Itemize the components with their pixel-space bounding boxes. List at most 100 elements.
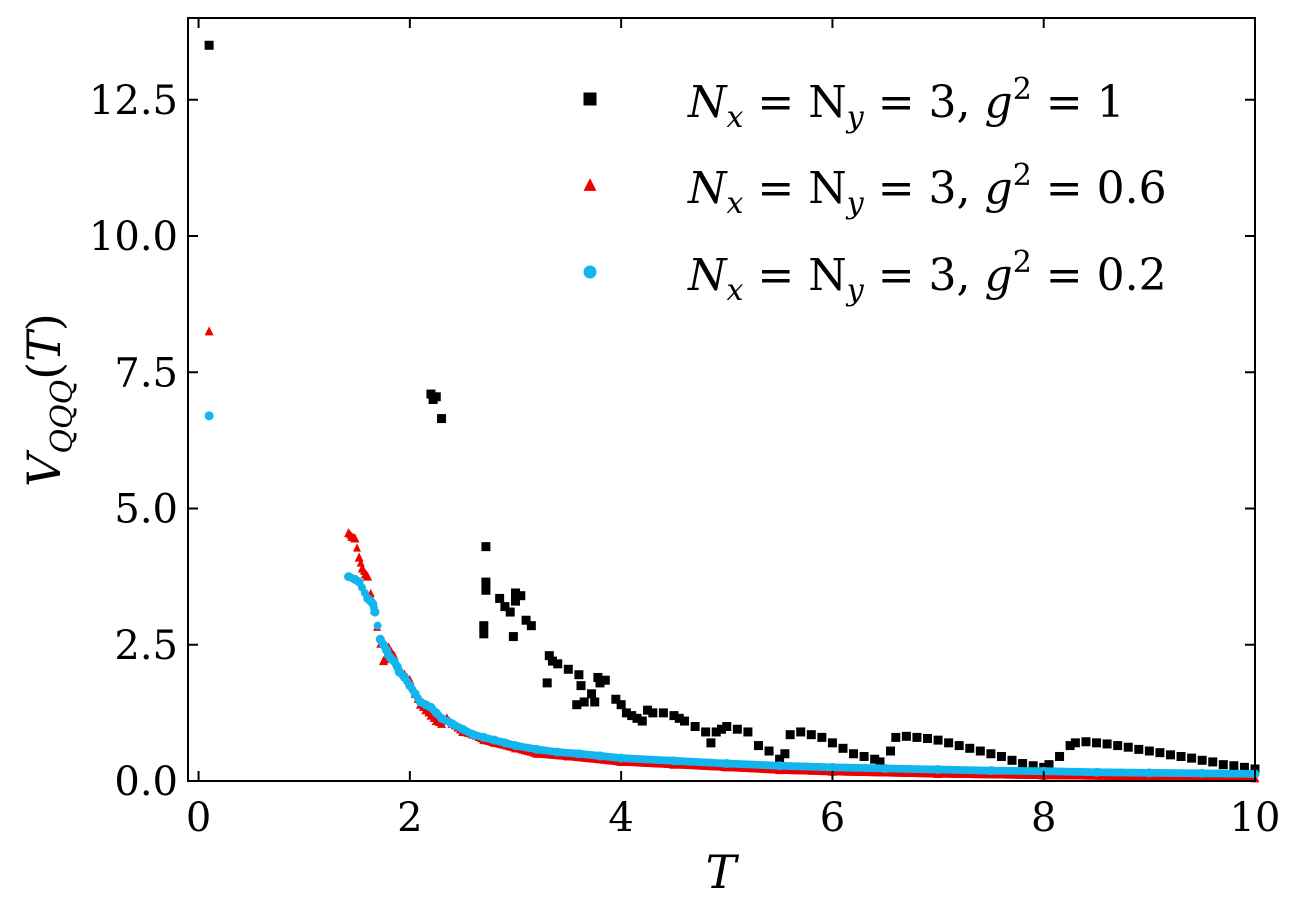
x-axis-title: T <box>706 845 740 899</box>
data-point <box>437 414 447 424</box>
data-point <box>204 411 214 421</box>
data-point <box>1065 741 1075 751</box>
data-point <box>510 596 520 606</box>
data-point <box>878 764 887 773</box>
data-point <box>1092 738 1102 748</box>
data-point <box>838 743 848 753</box>
legend-label: Nx = Ny = 3, g2 = 0.2 <box>687 245 1167 308</box>
data-point <box>542 678 552 688</box>
data-point <box>965 743 975 753</box>
data-point <box>553 659 563 669</box>
data-point <box>1070 738 1080 748</box>
data-point <box>408 685 417 694</box>
data-point <box>944 738 954 748</box>
data-point <box>1089 768 1098 777</box>
legend-marker <box>583 92 597 106</box>
series-layer <box>204 40 1260 783</box>
data-point <box>426 389 436 399</box>
data-point <box>901 731 911 741</box>
data-point <box>362 570 371 579</box>
legend-item-1: Nx = Ny = 3, g2 = 1 <box>583 72 1125 135</box>
y-tick-label: 10.0 <box>89 214 178 260</box>
x-tick-label: 2 <box>397 795 422 841</box>
data-point <box>481 577 491 587</box>
data-point <box>587 689 597 699</box>
data-point <box>1113 741 1123 751</box>
data-point <box>353 543 362 552</box>
data-point <box>397 670 406 679</box>
data-point <box>616 700 626 710</box>
y-axis-ticks: 0.0 2.5 5.0 7.5 10.0 12.5 <box>89 78 1255 805</box>
data-point <box>870 754 880 764</box>
data-point <box>1055 751 1065 761</box>
data-point <box>381 655 390 664</box>
data-point <box>495 593 505 603</box>
data-point <box>424 708 433 717</box>
data-point <box>986 749 996 759</box>
data-point <box>643 705 653 715</box>
x-tick-label: 6 <box>820 795 845 841</box>
data-point <box>369 603 378 612</box>
data-point <box>429 706 438 715</box>
data-point <box>875 757 885 767</box>
data-point <box>356 558 365 567</box>
data-point <box>505 607 515 617</box>
data-point <box>1176 751 1186 761</box>
data-point <box>572 700 582 710</box>
legend-label: Nx = Ny = 3, g2 = 1 <box>687 72 1125 135</box>
data-point <box>593 672 603 682</box>
data-point <box>1142 768 1151 777</box>
data-point <box>353 576 362 585</box>
data-point <box>1229 761 1239 771</box>
data-point <box>891 732 901 742</box>
data-point <box>403 677 412 686</box>
data-point <box>680 716 690 726</box>
legend-item-2: Nx = Ny = 3, g2 = 0.6 <box>583 158 1167 221</box>
data-point <box>753 741 763 751</box>
y-tick-label: 0.0 <box>114 759 178 805</box>
legend-item-3: Nx = Ny = 3, g2 = 0.2 <box>583 245 1167 308</box>
data-point <box>627 711 637 721</box>
data-point <box>1218 760 1228 770</box>
legend-marker <box>583 178 597 191</box>
data-point <box>547 656 557 666</box>
data-point <box>923 733 933 743</box>
data-point <box>825 763 834 772</box>
data-point <box>563 664 573 674</box>
data-point <box>354 552 364 562</box>
data-point <box>516 591 526 601</box>
y-tick-label: 7.5 <box>114 350 178 396</box>
data-point <box>349 533 358 542</box>
data-point <box>429 713 438 722</box>
plot-background <box>188 18 1255 781</box>
legend-marker <box>583 265 597 279</box>
data-point <box>621 708 631 718</box>
data-point <box>1081 737 1091 747</box>
data-point <box>1123 742 1133 752</box>
data-point <box>544 651 554 661</box>
data-point <box>479 629 489 639</box>
data-point <box>1208 757 1218 767</box>
data-point <box>529 744 538 753</box>
data-point <box>806 730 816 740</box>
data-point <box>571 749 580 758</box>
data-point <box>732 724 742 734</box>
data-point <box>648 708 658 718</box>
x-axis-ticks: 0 2 4 6 8 10 <box>186 18 1280 841</box>
data-point <box>204 326 214 336</box>
legend: Nx = Ny = 3, g2 = 1 Nx = Ny = 3, g2 = 0.6… <box>583 72 1167 308</box>
data-point <box>912 732 922 742</box>
data-point <box>595 678 605 688</box>
data-point <box>611 694 621 704</box>
data-point <box>1155 748 1165 758</box>
data-point <box>1044 760 1054 770</box>
data-point <box>1197 755 1207 765</box>
data-point <box>706 738 716 748</box>
data-point <box>722 722 732 731</box>
data-point <box>550 747 559 756</box>
series-3 <box>204 411 1260 779</box>
data-point <box>600 675 610 685</box>
y-axis-title-group: VQQQ(T) <box>17 313 80 487</box>
data-point <box>701 727 711 737</box>
